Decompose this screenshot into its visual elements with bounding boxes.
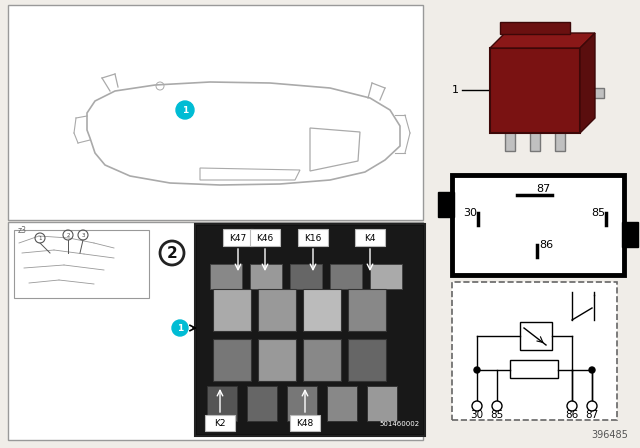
Bar [592, 88, 604, 98]
Bar [303, 289, 341, 331]
Text: 2: 2 [67, 233, 70, 237]
Text: 1: 1 [38, 236, 42, 241]
Text: 396485: 396485 [591, 430, 628, 440]
Text: 86: 86 [565, 410, 579, 420]
Bar [438, 192, 454, 217]
Text: 1: 1 [177, 323, 183, 332]
Bar [207, 386, 237, 421]
Text: 30: 30 [470, 410, 484, 420]
Bar [520, 322, 552, 350]
Text: 501460002: 501460002 [380, 421, 420, 427]
Text: 30: 30 [463, 208, 477, 218]
Bar [14, 230, 149, 298]
Bar [303, 339, 341, 381]
Bar [510, 360, 558, 378]
Circle shape [176, 101, 194, 119]
Text: 85: 85 [591, 208, 605, 218]
Text: 1: 1 [451, 85, 458, 95]
Bar [555, 129, 565, 151]
Bar [500, 22, 570, 34]
Bar [330, 264, 362, 289]
Bar [348, 289, 386, 331]
Bar [8, 5, 423, 220]
Text: K16: K16 [304, 233, 322, 242]
Text: 87: 87 [586, 410, 598, 420]
Circle shape [589, 367, 595, 373]
Text: K4: K4 [364, 233, 376, 242]
Bar [622, 222, 638, 247]
Bar [367, 386, 397, 421]
Bar [210, 264, 242, 289]
Bar [213, 339, 251, 381]
Bar [490, 48, 580, 133]
Bar [213, 289, 251, 331]
Bar [247, 386, 277, 421]
Bar [287, 386, 317, 421]
Bar [530, 129, 540, 151]
Bar [197, 226, 423, 434]
Bar [195, 224, 425, 436]
Text: z3: z3 [18, 226, 27, 235]
Bar [290, 264, 322, 289]
Bar [348, 339, 386, 381]
Text: K2: K2 [214, 418, 226, 427]
Circle shape [172, 320, 188, 336]
Bar [250, 229, 280, 246]
Bar [8, 222, 423, 440]
Bar [258, 339, 296, 381]
Bar [298, 229, 328, 246]
Text: 1: 1 [182, 105, 188, 115]
Circle shape [474, 367, 480, 373]
Text: K47: K47 [229, 233, 246, 242]
Bar [290, 415, 320, 431]
Text: 85: 85 [490, 410, 504, 420]
Text: 87: 87 [536, 184, 550, 194]
Text: 3: 3 [81, 233, 84, 237]
Text: K46: K46 [257, 233, 274, 242]
Text: K48: K48 [296, 418, 314, 427]
Polygon shape [580, 33, 595, 133]
Bar [370, 264, 402, 289]
Bar [505, 129, 515, 151]
Bar [205, 415, 235, 431]
Text: 86: 86 [539, 240, 553, 250]
Polygon shape [490, 33, 595, 48]
Bar [452, 282, 617, 420]
Bar [452, 175, 624, 275]
Bar [258, 289, 296, 331]
Bar [250, 264, 282, 289]
Text: 2: 2 [166, 246, 177, 260]
Bar [223, 229, 253, 246]
Bar [355, 229, 385, 246]
Bar [327, 386, 357, 421]
